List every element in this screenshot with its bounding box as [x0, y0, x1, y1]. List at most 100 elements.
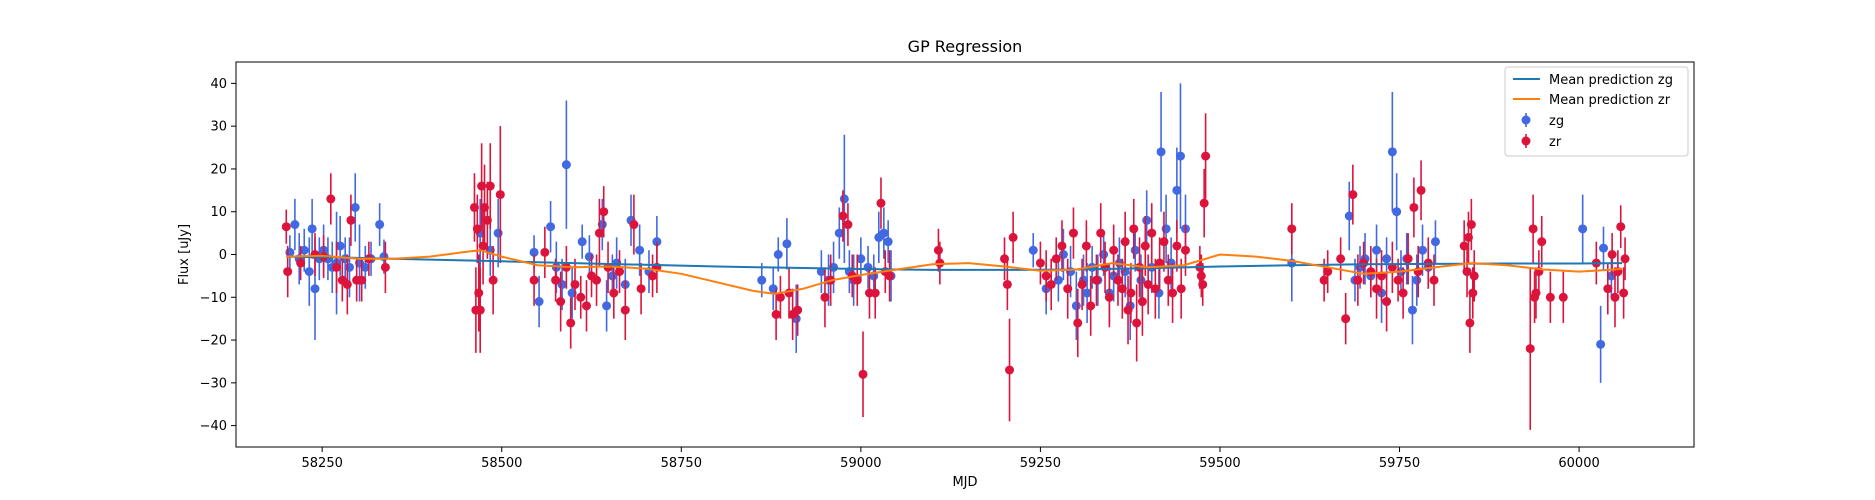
- x-axis-label: MJD: [952, 475, 977, 490]
- data-point-zr: [332, 262, 342, 272]
- y-axis-label: Flux [uJy]: [177, 224, 192, 285]
- data-point-zr: [1537, 237, 1547, 247]
- data-point-zr: [1468, 288, 1478, 298]
- data-point-zg: [1028, 245, 1038, 255]
- data-point-zg: [602, 301, 612, 311]
- data-point-zg: [1082, 288, 1092, 298]
- data-point-zr: [1008, 232, 1018, 242]
- data-point-zg: [883, 237, 893, 247]
- data-point-zg: [299, 245, 309, 255]
- data-point-zr: [838, 211, 848, 221]
- data-point-zr: [1073, 318, 1083, 328]
- data-point-zr: [636, 284, 646, 294]
- data-point-zr: [933, 245, 943, 255]
- x-tick-label: 59000: [840, 456, 881, 471]
- data-point-zg: [1175, 151, 1185, 161]
- data-point-zg: [1596, 339, 1606, 349]
- data-point-zr: [1359, 258, 1369, 268]
- y-tick-label: −10: [200, 291, 227, 306]
- plot-area: [235, 61, 1695, 448]
- data-point-zg: [635, 245, 645, 255]
- data-point-zg: [863, 262, 873, 272]
- data-point-zr: [1005, 365, 1015, 375]
- x-tick-label: 58750: [661, 456, 702, 471]
- data-point-zr: [1126, 288, 1136, 298]
- data-point-zr: [1398, 288, 1408, 298]
- data-point-zr: [1168, 288, 1178, 298]
- legend-swatch-zr: [1521, 134, 1531, 148]
- data-point-zr: [771, 309, 781, 319]
- data-point-zr: [551, 275, 561, 285]
- x-tick-label: 58500: [481, 456, 522, 471]
- data-point-zr: [283, 267, 293, 277]
- data-point-zr: [1086, 301, 1096, 311]
- data-point-zr: [1140, 241, 1150, 251]
- data-point-zr: [1081, 241, 1091, 251]
- x-axis: 58250 58500 58750 59000 59250 59500 59750 60000: [302, 447, 1600, 471]
- data-point-zr: [326, 194, 336, 204]
- data-point-zg: [350, 202, 360, 212]
- data-point-zr: [1117, 284, 1127, 294]
- data-point-zr: [1129, 224, 1139, 234]
- data-point-zg: [307, 224, 317, 234]
- data-point-zr: [1525, 344, 1535, 354]
- line-mean-prediction-zg: [286, 255, 1623, 271]
- data-point-zg: [1578, 224, 1588, 234]
- y-tick-label: 0: [219, 248, 227, 263]
- data-point-zg: [1599, 243, 1609, 253]
- line-mean-prediction-zr: [286, 249, 1623, 295]
- data-point-zr: [1619, 288, 1629, 298]
- data-point-zr: [566, 318, 576, 328]
- data-point-zg: [1130, 245, 1140, 255]
- data-point-zr: [1201, 151, 1211, 161]
- data-point-zr: [858, 369, 868, 379]
- data-point-zr: [1469, 271, 1479, 281]
- y-tick-label: 30: [210, 120, 227, 135]
- data-point-zr: [485, 181, 495, 191]
- data-point-zr: [1155, 258, 1165, 268]
- series-layer: [281, 83, 1630, 430]
- y-tick-label: 10: [210, 205, 227, 220]
- data-point-zr: [1466, 220, 1476, 230]
- data-point-zr: [1041, 271, 1051, 281]
- data-point-zg: [1172, 185, 1182, 195]
- data-point-zg: [1418, 245, 1428, 255]
- data-point-zr: [1409, 202, 1419, 212]
- y-tick-label: −20: [200, 334, 227, 349]
- data-point-zr: [1113, 275, 1123, 285]
- plot-frame: [235, 61, 1695, 448]
- data-point-zr: [1610, 292, 1620, 302]
- data-point-zg: [375, 220, 385, 230]
- data-point-zr: [342, 279, 352, 289]
- data-point-zg: [290, 220, 300, 230]
- data-point-zr: [620, 305, 630, 315]
- data-point-zr: [599, 207, 609, 217]
- data-point-zr: [1287, 224, 1297, 234]
- legend-label-zr: zr: [1549, 135, 1562, 150]
- data-point-zr: [346, 215, 356, 225]
- data-point-zr: [570, 279, 580, 289]
- data-point-zg: [834, 228, 844, 238]
- data-point-zg: [757, 275, 767, 285]
- data-point-zr: [1091, 275, 1101, 285]
- data-point-zr: [594, 228, 604, 238]
- data-point-zr: [1528, 224, 1538, 234]
- data-point-zg: [557, 279, 567, 289]
- data-point-zr: [472, 224, 482, 234]
- data-point-zr: [1323, 267, 1333, 277]
- x-tick-label: 58250: [302, 456, 343, 471]
- x-tick-label: 60000: [1558, 456, 1599, 471]
- data-point-zr: [1196, 271, 1206, 281]
- data-point-zr: [1462, 267, 1472, 277]
- data-point-zr: [870, 288, 880, 298]
- data-point-zr: [609, 288, 619, 298]
- data-point-zr: [1035, 258, 1045, 268]
- series-zr: [281, 113, 1630, 430]
- data-point-zg: [344, 262, 354, 272]
- data-point-zr: [1353, 275, 1363, 285]
- data-point-zg: [1071, 301, 1081, 311]
- data-point-zg: [335, 241, 345, 251]
- legend-label-zg: zg: [1549, 114, 1564, 129]
